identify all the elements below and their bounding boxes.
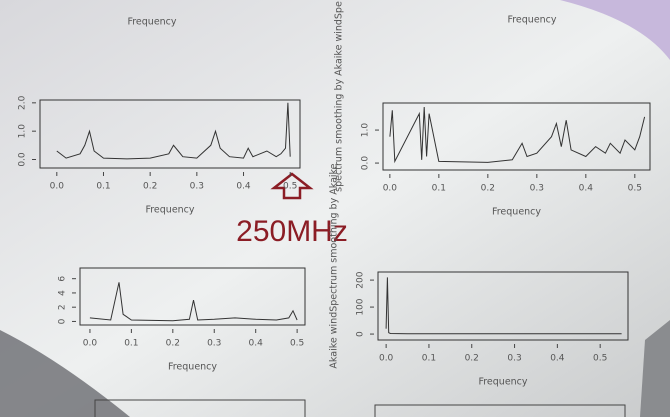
x-tick-label: 0.3 (507, 354, 521, 364)
y-tick-label: 2.0 (18, 95, 28, 110)
y-tick-label: 0 (356, 331, 366, 337)
x-axis-label: Frequency (492, 207, 541, 218)
x-tick-label: 0.1 (96, 182, 110, 192)
y-tick-label: 0.0 (18, 152, 28, 167)
x-tick-label: 0.4 (550, 354, 565, 364)
x-tick-label: 0.3 (190, 182, 204, 192)
y-tick-label: 2 (58, 304, 68, 310)
y-tick-label: 6 (58, 276, 68, 282)
x-tick-label: 0.0 (383, 184, 398, 194)
x-tick-label: 0.2 (143, 182, 157, 192)
y-tick-label: 100 (356, 298, 366, 315)
y-tick-label: 0 (58, 318, 68, 324)
page: {"chart_data": [ {"type": "line", "xlabe… (0, 0, 670, 417)
x-tick-label: 0.2 (166, 339, 180, 349)
x-axis-label: Frequency (478, 377, 527, 388)
y-axis-label: Akaike windSpectrum smoothing by Akaike (329, 163, 340, 368)
x-tick-label: 0.5 (283, 182, 297, 192)
x-tick-label: 0.2 (481, 184, 495, 194)
y-tick-label: 1.0 (18, 124, 28, 139)
y-tick-label: 200 (356, 271, 366, 288)
x-tick-label: 0.4 (579, 184, 594, 194)
x-tick-label: 0.4 (236, 182, 251, 192)
x-tick-label: 0.1 (432, 184, 446, 194)
y-axis-label: spectrum smoothing by Akaike windSpe (334, 1, 345, 192)
x-axis-label: Frequency (168, 362, 217, 373)
x-tick-label: 0.0 (379, 354, 394, 364)
y-tick-label: 0.0 (361, 156, 371, 171)
x-tick-label: 0.1 (422, 354, 436, 364)
x-tick-label: 0.0 (83, 339, 98, 349)
x-tick-label: 0.1 (124, 339, 138, 349)
x-tick-label: 0.5 (290, 339, 304, 349)
x-tick-label: 0.4 (249, 339, 264, 349)
x-tick-label: 0.2 (465, 354, 479, 364)
x-tick-label: 0.0 (50, 182, 65, 192)
x-tick-label: 0.3 (530, 184, 544, 194)
y-tick-label: 1.0 (361, 123, 371, 138)
y-tick-label: 4 (58, 290, 68, 296)
partial-label: Frequency (127, 17, 176, 28)
x-tick-label: 0.5 (593, 354, 607, 364)
photo: Frequency Frequency 250MHz 0.00.10.20.30… (0, 0, 670, 417)
partial-label: Frequency (507, 15, 556, 26)
x-tick-label: 0.5 (628, 184, 642, 194)
x-axis-label: Frequency (145, 205, 194, 216)
x-tick-label: 0.3 (207, 339, 221, 349)
